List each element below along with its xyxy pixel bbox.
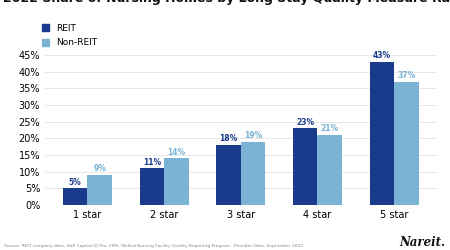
Bar [63,188,87,205]
Text: Source: REIT company data, S&P Capital IQ Pro, CMS, Skilled Nursing Facility Qua: Source: REIT company data, S&P Capital I… [4,244,303,248]
Text: Nareit.: Nareit. [400,236,446,249]
Text: 9%: 9% [93,164,106,173]
Bar [317,135,342,205]
Bar [394,82,418,205]
Text: 5%: 5% [69,178,81,187]
Text: 43%: 43% [373,51,391,60]
Bar [87,175,112,205]
Bar [241,142,266,205]
Text: 11%: 11% [143,158,161,167]
Bar [369,62,394,205]
Text: 37%: 37% [397,71,415,80]
Bar [140,168,164,205]
Bar [216,145,241,205]
Text: 21%: 21% [321,124,339,133]
Text: 18%: 18% [219,134,238,143]
Text: 23%: 23% [296,118,314,127]
Title: 2022 Share of Nursing Homes by Long Stay Quality Measure Rating: 2022 Share of Nursing Homes by Long Stay… [3,0,450,5]
Text: 19%: 19% [244,131,262,140]
Legend: REIT, Non-REIT: REIT, Non-REIT [42,24,97,48]
Text: 14%: 14% [167,148,185,157]
Bar [164,158,189,205]
Bar [293,128,317,205]
